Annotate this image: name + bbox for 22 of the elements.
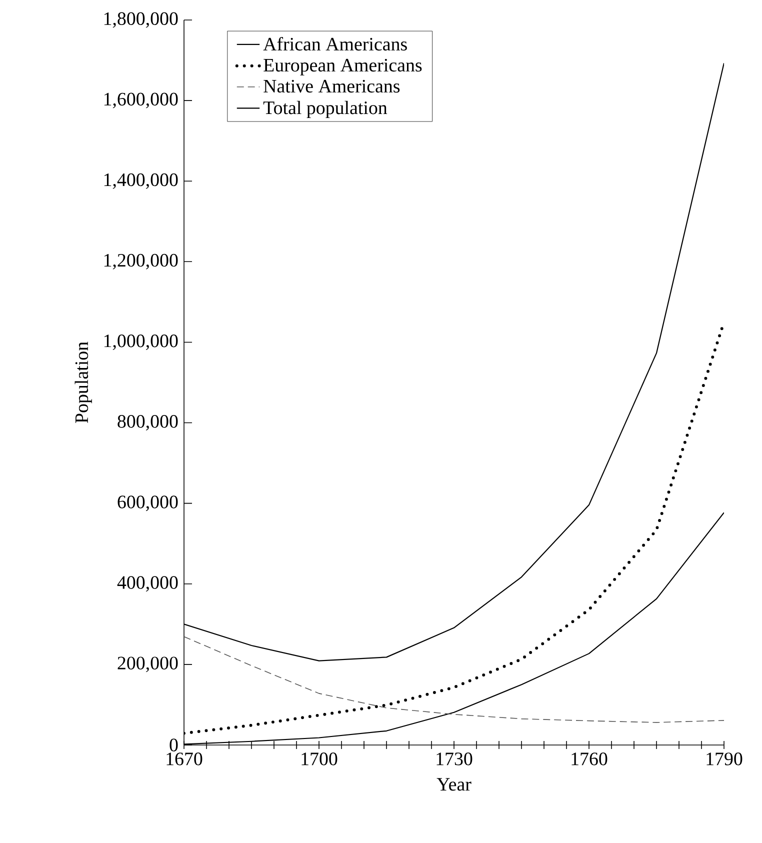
y-tick-label: 1,400,000 [104,173,178,189]
x-tick-label: 1700 [302,752,338,766]
legend-label: Total population [263,100,388,118]
y-tick-label: 1,600,000 [104,92,178,108]
y-tick-label: 600,000 [118,496,178,512]
x-tick-label: 1790 [706,752,742,766]
y-tick-label: 1,200,000 [104,254,178,270]
line-series [184,636,724,723]
y-tick-label: 1,000,000 [104,334,178,350]
legend-label: Native Americans [264,80,400,93]
x-axis-title: Year [436,778,472,791]
y-tick-label: 0 [170,738,178,752]
y-axis-title: Population [74,342,92,423]
x-tick-label: 1730 [436,752,472,766]
y-tick-label: 800,000 [118,415,178,431]
y-tick-label: 200,000 [118,656,178,672]
y-tick-label: 400,000 [117,576,178,592]
y-tick-label: 1,800,000 [104,12,178,28]
x-tick-label: 1760 [572,752,608,766]
x-tick-label: 1670 [166,752,202,766]
legend-label: African Americans [263,37,407,51]
legend-label: European Americans [264,58,422,76]
